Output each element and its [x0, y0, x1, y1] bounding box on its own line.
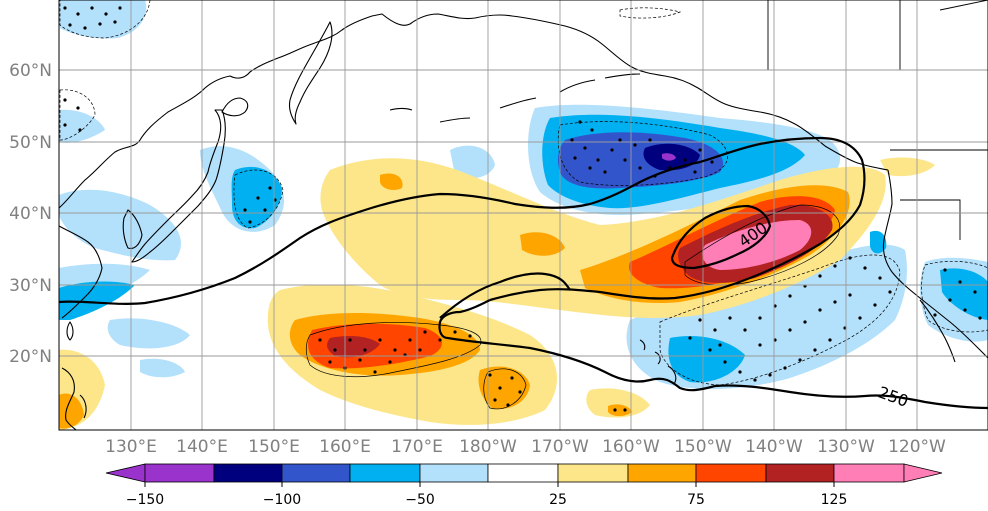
hokkaido-coastline: [221, 97, 249, 117]
positive-anomaly-region: [608, 404, 632, 417]
negative-anomaly-region: [60, 0, 147, 39]
colorbar-segment: [487, 463, 559, 483]
climatology-contours: [58, 136, 988, 410]
colorbar-segment: [144, 463, 215, 483]
lon-label: 120°W: [888, 437, 946, 457]
contour-250-left-loop: [438, 299, 491, 340]
stipple-cluster-baja: [933, 268, 982, 320]
lon-label: 170°W: [531, 437, 589, 457]
stipple-cluster-gulf-of-alaska: [570, 120, 714, 178]
positive-anomaly-region: [327, 336, 380, 358]
lat-label-20n: 20°N: [9, 347, 52, 367]
negative-anomaly-region: [140, 358, 185, 378]
positive-anomaly-region: [520, 232, 565, 256]
positive-anomaly-region: [478, 366, 530, 409]
colorbar-segment: [419, 463, 489, 483]
west-coast-coastline: [882, 169, 988, 359]
colorbar-tick-label: −50: [405, 492, 435, 508]
positive-anomaly-region: [586, 388, 650, 418]
lat-label-60n: 60°N: [9, 61, 52, 81]
negative-anomaly-region: [107, 318, 190, 349]
lon-label: 140°E: [176, 437, 228, 457]
colorbar-segment: [627, 463, 697, 483]
negative-anomaly-region: [940, 268, 988, 320]
positive-anomaly-region: [380, 173, 403, 190]
lon-label: 150°W: [674, 437, 732, 457]
lon-label: 130°E: [105, 437, 157, 457]
significance-stippling: [63, 6, 982, 412]
lat-label-40n: 40°N: [9, 204, 52, 224]
aleutian-chain: [389, 73, 641, 123]
lon-label: 170°E: [391, 437, 443, 457]
colorbar-tick-label: 25: [549, 492, 567, 508]
lat-label-30n: 30°N: [9, 276, 52, 296]
negative-anomaly-region: [662, 153, 676, 161]
negative-anomaly-region: [59, 281, 135, 320]
lon-label: 180°W: [459, 437, 517, 457]
colorbar-tick-label: 125: [821, 492, 848, 508]
colorbar-segment: [349, 463, 421, 483]
negative-anomaly-region: [450, 145, 495, 179]
lon-label: 150°E: [248, 437, 300, 457]
colorbar-extend-high: [903, 463, 943, 483]
colorbar-segment: [213, 463, 283, 483]
positive-anomaly-region: [880, 157, 935, 177]
stipple-cluster-subtropical-west: [318, 330, 627, 412]
latitude-labels: 60°N 50°N 40°N 30°N 20°N: [9, 61, 52, 367]
positive-anomaly-region: [59, 393, 84, 429]
lon-label: 140°W: [745, 437, 803, 457]
colorbar: [105, 463, 943, 483]
hawaii-islands: [639, 339, 677, 385]
china-coastline: [58, 225, 103, 319]
contour-250-north: [58, 136, 866, 305]
contour-250-south: [439, 272, 988, 410]
colorbar-segment: [765, 463, 835, 483]
korea-coastline: [122, 209, 143, 249]
contour-400: [670, 204, 772, 270]
longitude-labels: 130°E 140°E 150°E 160°E 170°E 180°W 170°…: [105, 437, 946, 457]
colorbar-segment: [557, 463, 629, 483]
alaska-coastline: [511, 15, 889, 171]
lon-label: 160°E: [319, 437, 371, 457]
map-frame: [58, 0, 988, 431]
asia-coastline: [58, 13, 513, 209]
philippines-coastline: [61, 367, 87, 431]
land-outlines: [58, 13, 988, 431]
significance-outlines-dashed: [59, 0, 988, 386]
colorbar-segment: [833, 463, 905, 483]
gridlines: [59, 0, 988, 430]
stipple-cluster-northwest: [63, 6, 122, 132]
colorbar-segment: [281, 463, 351, 483]
colorbar-tick-label: 75: [687, 492, 705, 508]
colorbar-segment: [695, 463, 767, 483]
negative-anomaly-region: [870, 230, 887, 254]
lon-label: 160°W: [602, 437, 660, 457]
japan-coastline: [131, 109, 226, 263]
kamchatka-coastline: [288, 21, 333, 125]
negative-anomaly-region: [668, 335, 745, 383]
colorbar-tick-label: −150: [126, 492, 164, 508]
lon-label: 130°W: [817, 437, 875, 457]
colorbar-ticks: [144, 482, 835, 487]
lat-label-50n: 50°N: [9, 133, 52, 153]
colorbar-tick-label: −100: [263, 492, 301, 508]
stipple-cluster-east-pacific: [688, 256, 892, 382]
taiwan-coastline: [66, 321, 74, 341]
colorbar-extend-low: [105, 463, 146, 483]
colorbar-labels: −150 −100 −50 25 75 125: [126, 492, 848, 508]
